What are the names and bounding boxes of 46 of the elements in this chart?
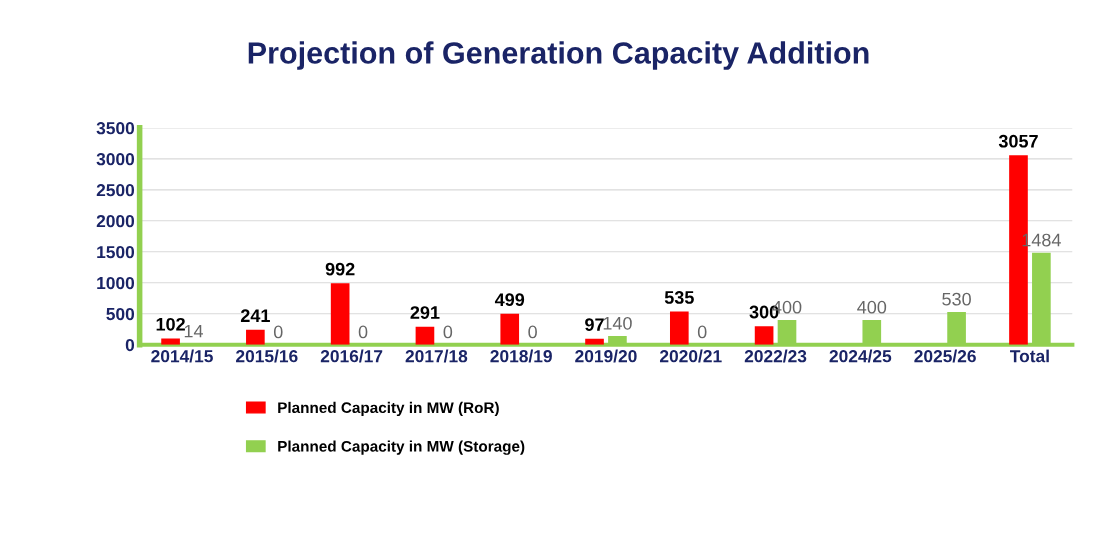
data-label: 992 <box>325 262 355 276</box>
data-label: 400 <box>857 300 887 314</box>
y-tick-label: 1000 <box>97 276 135 290</box>
x-tick-label: 2014/15 <box>151 349 213 363</box>
data-label: 102 <box>156 317 185 331</box>
data-label: 0 <box>697 325 707 339</box>
bar <box>161 338 180 345</box>
data-label: 0 <box>443 325 453 339</box>
bar <box>754 326 774 345</box>
x-tick-label: 2020/21 <box>659 349 722 363</box>
y-tick-label: 500 <box>106 307 135 321</box>
x-tick-label: 2022/23 <box>744 349 807 363</box>
x-tick-label: 2025/26 <box>914 349 976 363</box>
data-label: 0 <box>528 325 537 339</box>
data-label: 3057 <box>998 134 1038 148</box>
bar <box>415 326 435 345</box>
bar <box>500 313 520 345</box>
data-label: 241 <box>240 309 270 322</box>
x-tick-label: 2024/25 <box>829 349 892 363</box>
data-label: 0 <box>273 325 283 339</box>
data-label: 0 <box>358 325 368 339</box>
x-tick-label: Total <box>1010 349 1049 363</box>
y-tick-label: 2500 <box>96 184 135 197</box>
chart-title: Projection of Generation Capacity Addition <box>248 41 869 70</box>
y-tick-label: 1500 <box>97 245 135 259</box>
y-tick-label: 2000 <box>96 214 135 228</box>
data-label: 14 <box>184 324 203 338</box>
bar <box>246 329 265 345</box>
y-tick-label: 3500 <box>96 122 135 135</box>
data-label: 97 <box>585 318 604 331</box>
x-tick-label: 2015/16 <box>236 349 298 363</box>
legend-label: Planned Capacity in MW (RoR) <box>278 401 499 417</box>
bar <box>330 283 350 345</box>
data-label: 535 <box>664 291 694 304</box>
x-tick-label: 2016/17 <box>320 349 383 363</box>
bar <box>669 311 689 345</box>
y-tick-label: 3000 <box>96 153 135 166</box>
data-label: 291 <box>410 306 440 319</box>
data-label: 140 <box>603 316 632 330</box>
x-tick-label: 2019/20 <box>575 349 637 363</box>
x-tick-label: 2017/18 <box>405 349 468 363</box>
data-label: 499 <box>494 293 525 307</box>
data-label: 530 <box>942 292 971 306</box>
legend-label: Planned Capacity in MW (Storage) <box>278 440 525 455</box>
y-tick-label: 0 <box>125 338 135 352</box>
x-tick-label: 2018/19 <box>490 349 552 363</box>
